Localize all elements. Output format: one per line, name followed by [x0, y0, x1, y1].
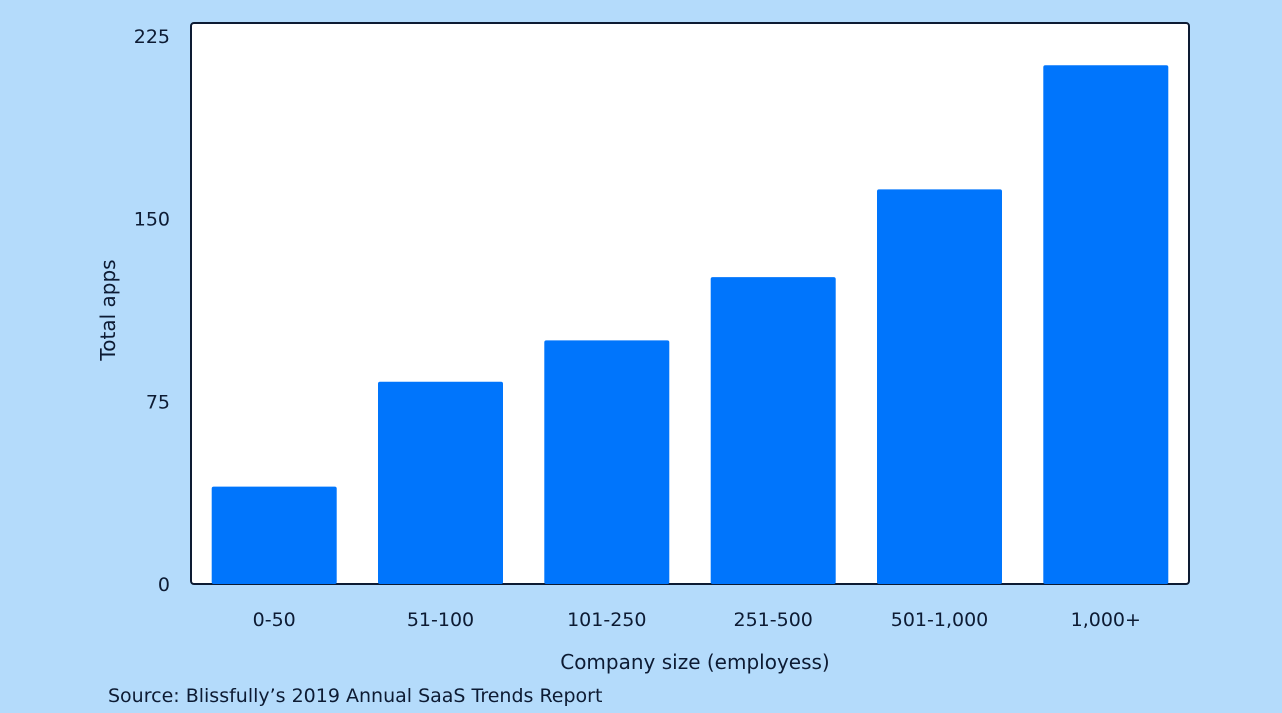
y-tick-label: 75 [146, 391, 170, 413]
bar-2 [378, 381, 503, 584]
y-tick-label: 225 [134, 26, 170, 48]
bar-6 [1043, 65, 1169, 584]
x-tick-label: 251-500 [734, 609, 813, 631]
x-axis-ticks: 0-50 51-100 101-250 251-500 501-1,000 1,000+ [253, 609, 1141, 631]
bar-1 [211, 486, 337, 584]
y-axis-title: Total apps [96, 259, 120, 361]
bar-4 [710, 277, 836, 584]
x-tick-label: 0-50 [253, 609, 296, 631]
y-axis-ticks: 0 75 150 225 [134, 26, 170, 596]
bar-3 [544, 340, 670, 584]
x-tick-label: 51-100 [407, 609, 474, 631]
x-tick-label: 101-250 [567, 609, 646, 631]
bar-5 [877, 189, 1002, 584]
y-tick-label: 0 [158, 574, 170, 596]
bars-layer [211, 65, 1169, 584]
y-tick-label: 150 [134, 209, 170, 231]
x-tick-label: 501-1,000 [891, 609, 989, 631]
x-axis-title: Company size (employess) [560, 650, 830, 674]
source-note: Source: Blissfully’s 2019 Annual SaaS Tr… [108, 685, 603, 707]
plot-area [190, 22, 1190, 585]
x-tick-label: 1,000+ [1071, 609, 1141, 631]
